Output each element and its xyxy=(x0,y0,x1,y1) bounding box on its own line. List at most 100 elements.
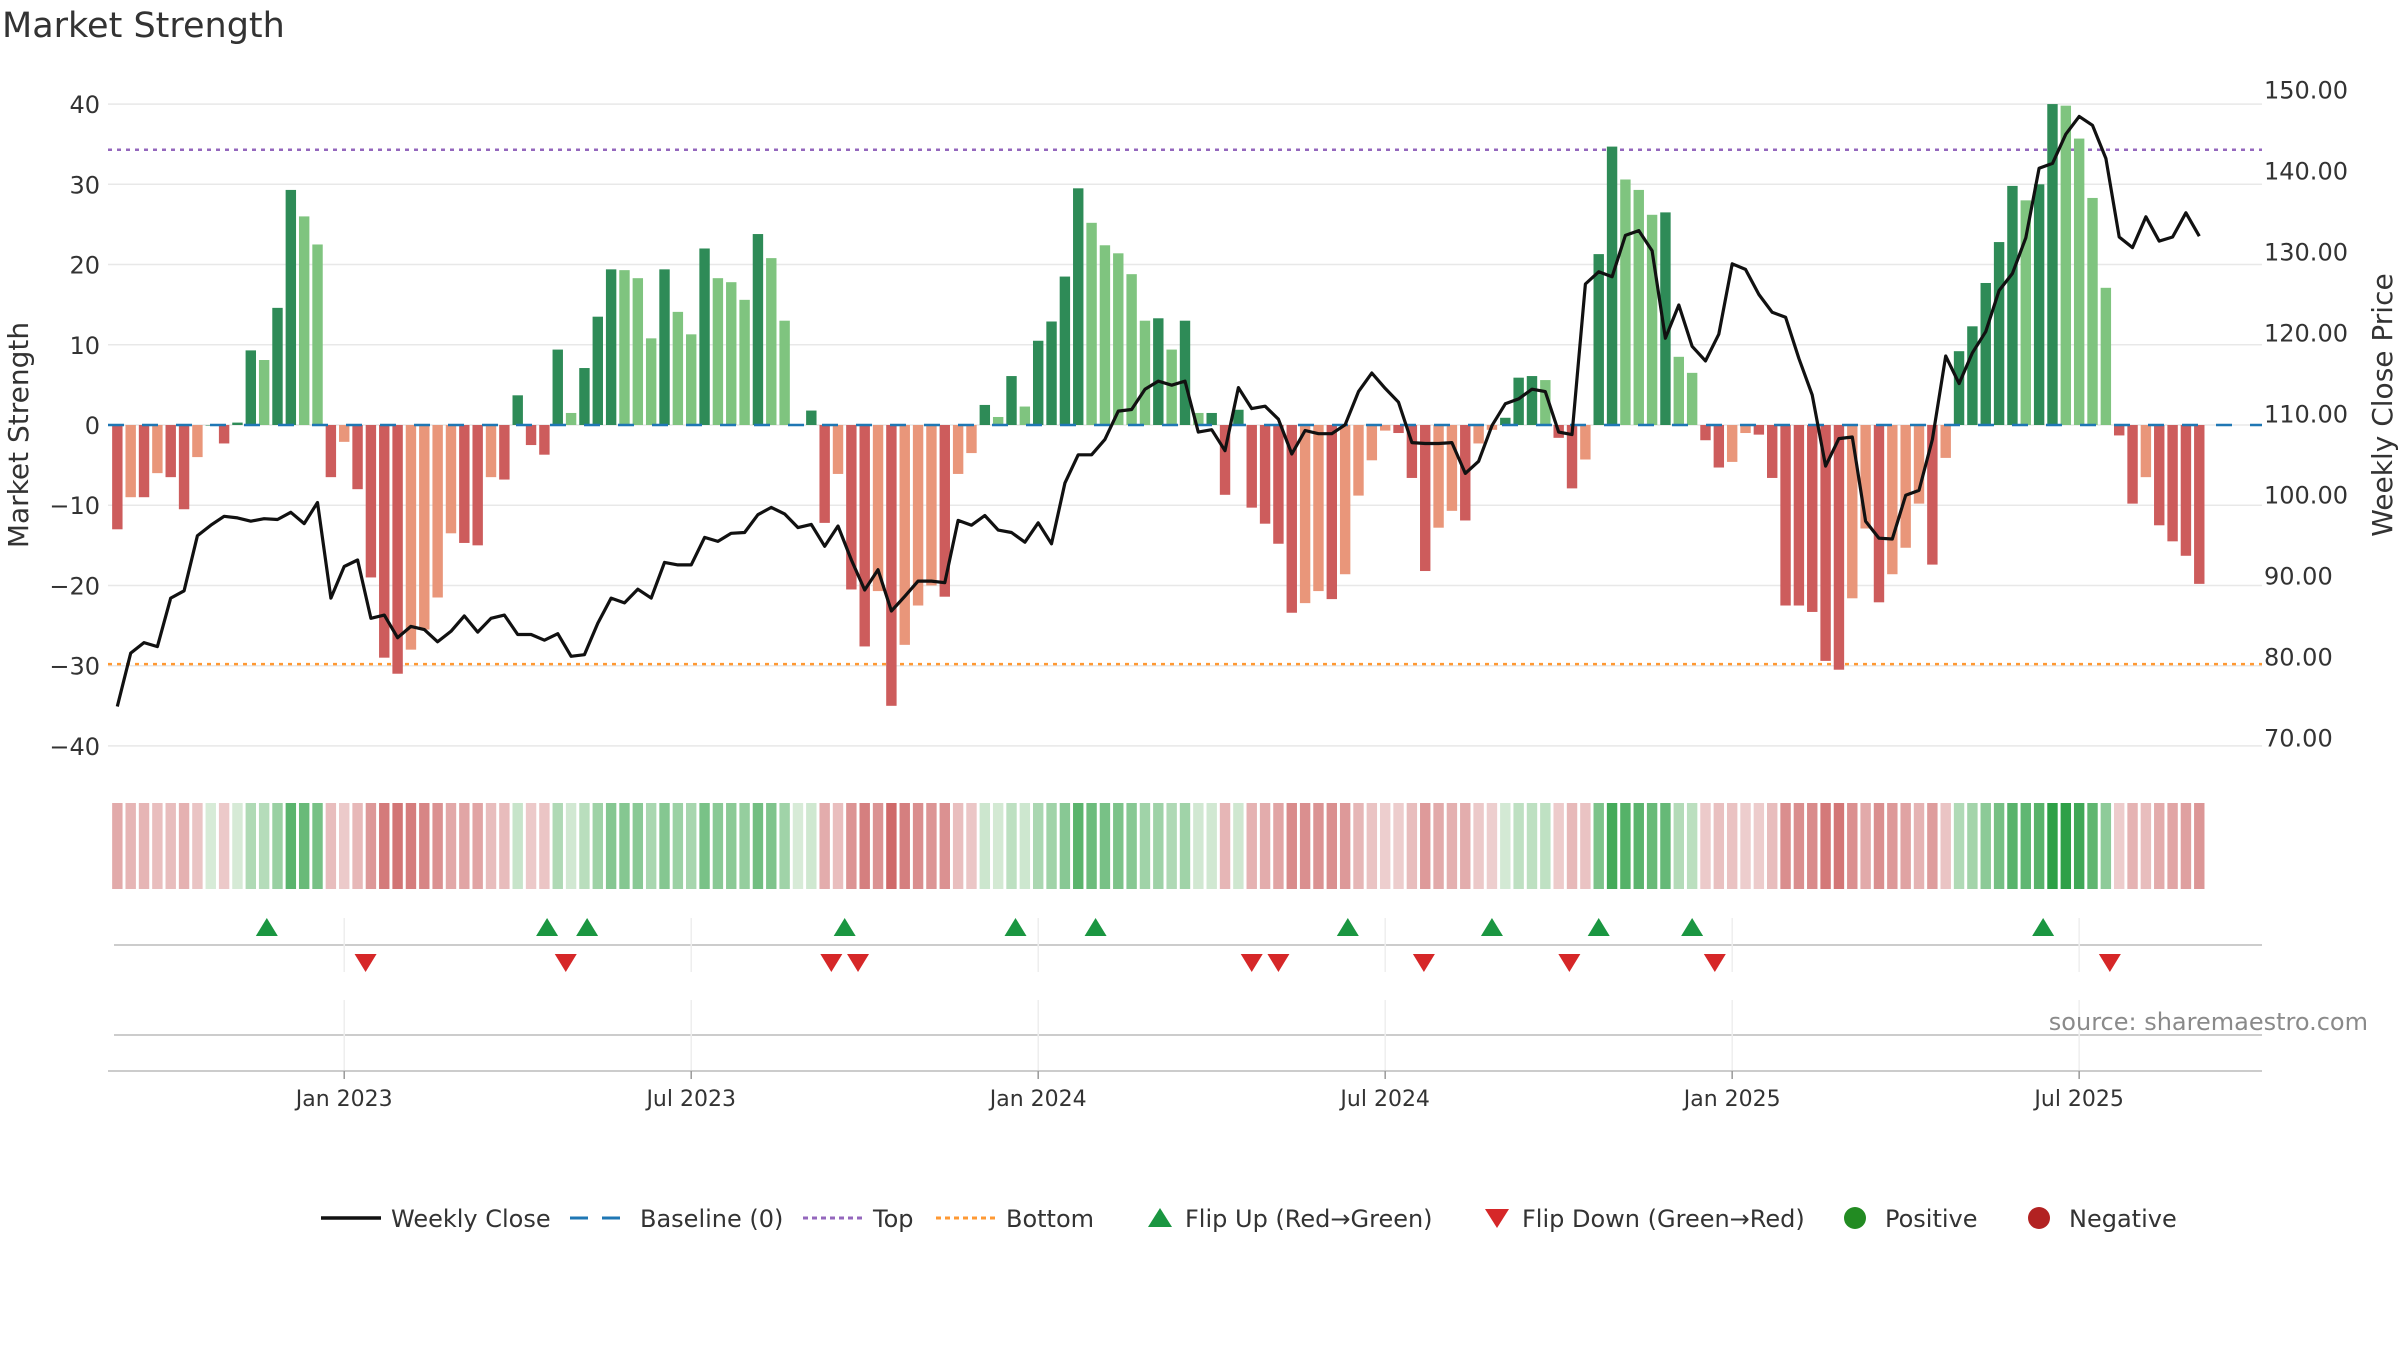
strength-bar xyxy=(672,311,684,425)
strength-bar xyxy=(1580,425,1591,460)
strength-strip-cell xyxy=(1006,803,1017,889)
strength-strip-cell xyxy=(1486,803,1498,889)
strength-bar xyxy=(952,425,964,474)
strength-strip-cell xyxy=(245,803,257,889)
y2-tick-label: 150.00 xyxy=(2264,77,2348,105)
strength-bar xyxy=(1673,356,1684,425)
strength-strip-cell xyxy=(1580,803,1591,889)
strength-strip-cell xyxy=(819,803,830,889)
strength-bar xyxy=(1366,425,1378,461)
strength-bar xyxy=(1046,321,1057,425)
strength-bar xyxy=(1139,320,1151,425)
strength-bar xyxy=(1246,425,1257,508)
strength-strip-cell xyxy=(992,803,1004,889)
strength-bar xyxy=(1540,380,1551,425)
strength-strip-cell xyxy=(512,803,523,889)
strength-strip-cell xyxy=(1179,803,1191,889)
strength-bar xyxy=(472,425,483,546)
strength-strip-cell xyxy=(1940,803,1951,889)
strength-strip-cell xyxy=(1393,803,1404,889)
strength-strip-cell xyxy=(726,803,737,889)
x-tick-label: Jan 2025 xyxy=(1682,1087,1781,1112)
flip-up-marker xyxy=(2032,918,2055,936)
strength-bar xyxy=(552,349,563,425)
strength-bar xyxy=(1406,425,1418,478)
strength-strip-cell xyxy=(645,803,657,889)
strength-bar xyxy=(1206,412,1217,425)
strength-strip-cell xyxy=(2060,803,2072,889)
strength-bar xyxy=(832,425,844,474)
strength-bar xyxy=(2167,425,2178,542)
strength-bar xyxy=(2113,425,2125,436)
strength-bar xyxy=(2194,425,2205,584)
y-tick-label: −30 xyxy=(49,653,100,681)
strength-bar xyxy=(806,410,817,425)
strength-strip-cell xyxy=(1513,803,1524,889)
strength-strip-cell xyxy=(1433,803,1444,889)
strength-strip-cell xyxy=(1713,803,1725,889)
strength-strip-cell xyxy=(2073,803,2085,889)
strength-bar xyxy=(1313,425,1324,592)
strength-bar xyxy=(432,425,443,598)
strength-bar xyxy=(565,412,577,425)
strength-bar xyxy=(926,425,937,586)
strength-strip-cell xyxy=(1540,803,1551,889)
strength-strip-cell xyxy=(1206,803,1217,889)
strength-strip-cell xyxy=(192,803,203,889)
legend-label: Positive xyxy=(1885,1205,1978,1233)
flip-down-marker xyxy=(354,954,377,972)
strength-bar xyxy=(405,425,417,650)
strength-strip-cell xyxy=(952,803,964,889)
strength-strip-cell xyxy=(912,803,924,889)
strength-strip-cell xyxy=(205,803,216,889)
legend-label: Flip Up (Red→Green) xyxy=(1185,1205,1433,1233)
strength-bar xyxy=(1433,425,1444,528)
strength-bar xyxy=(485,425,497,478)
y-axis-label: Market Strength xyxy=(2,322,35,548)
strength-bar xyxy=(1646,214,1658,425)
strength-bar xyxy=(165,425,176,478)
strength-strip-cell xyxy=(1633,803,1644,889)
strength-bar xyxy=(1873,425,1885,603)
strength-strip-cell xyxy=(752,803,764,889)
strength-strip-cell xyxy=(1726,803,1738,889)
strength-bar xyxy=(352,425,363,490)
strength-strip-cell xyxy=(1193,803,1204,889)
strength-bar xyxy=(1086,222,1097,425)
strength-strip-cell xyxy=(939,803,950,889)
strength-bar xyxy=(752,234,764,425)
strength-strip-cell xyxy=(886,803,897,889)
y2-tick-label: 120.00 xyxy=(2264,320,2348,348)
flip-up-marker xyxy=(1084,918,1107,936)
strength-bar xyxy=(1633,189,1644,425)
strength-strip-cell xyxy=(872,803,884,889)
strength-strip-cell xyxy=(552,803,563,889)
strength-bar xyxy=(1259,425,1271,524)
strength-strip-cell xyxy=(672,803,684,889)
strength-bar xyxy=(218,425,230,444)
strength-bar xyxy=(712,278,724,425)
strength-strip-cell xyxy=(712,803,724,889)
flip-up-marker xyxy=(1480,918,1503,936)
strength-strip-cell xyxy=(1980,803,1991,889)
strength-strip-cell xyxy=(472,803,483,889)
strength-strip-cell xyxy=(218,803,230,889)
strength-bar xyxy=(1446,425,1458,511)
strength-strip-cell xyxy=(1700,803,1711,889)
strength-bar xyxy=(192,425,203,458)
strength-bar xyxy=(312,244,323,425)
strength-strip-cell xyxy=(298,803,310,889)
strength-strip-cell xyxy=(1420,803,1431,889)
strength-bar xyxy=(2127,425,2138,504)
y2-tick-label: 110.00 xyxy=(2264,401,2348,429)
strength-strip-cell xyxy=(525,803,537,889)
flip-up-marker xyxy=(1587,918,1610,936)
strength-bar xyxy=(285,189,297,425)
legend-swatch-negative xyxy=(2028,1207,2050,1229)
flip-down-marker xyxy=(1558,954,1581,972)
flip-up-marker xyxy=(255,918,278,936)
strength-strip-cell xyxy=(419,803,430,889)
flip-up-marker xyxy=(1336,918,1359,936)
strength-bar xyxy=(966,425,977,454)
strength-bar xyxy=(419,425,430,630)
